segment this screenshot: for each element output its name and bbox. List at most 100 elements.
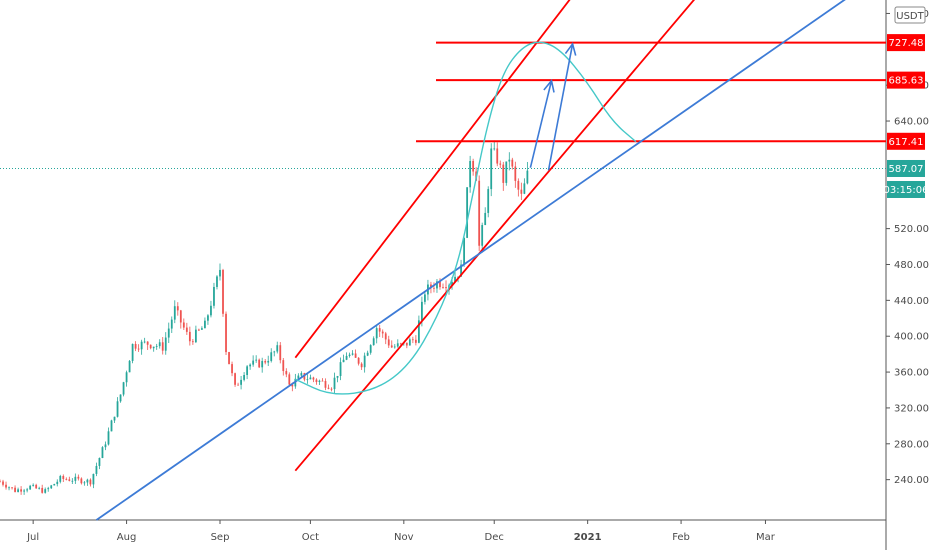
candle-body [0, 481, 1, 483]
candle-body [472, 161, 475, 172]
candle-body [77, 476, 80, 479]
candle-body [167, 328, 170, 338]
candle-body [396, 343, 399, 347]
x-tick-label: Oct [302, 532, 319, 543]
candle-body [499, 163, 502, 165]
candle-body [511, 159, 514, 167]
candle-body [131, 343, 134, 361]
candle-body [514, 166, 517, 181]
level-tag-685.63-label: 685.63 [889, 76, 924, 87]
arrow-head-1 [543, 78, 555, 93]
candle-body [408, 339, 411, 346]
candle-body [204, 320, 206, 329]
projection-arrow-2 [547, 43, 574, 171]
candle-body [53, 484, 56, 486]
candle-body [32, 484, 35, 486]
candle-body [158, 342, 161, 347]
candle-body [176, 306, 179, 311]
candle-body [134, 343, 137, 349]
candle-body [484, 212, 487, 226]
candle-body [14, 487, 16, 492]
x-tick-label: 2021 [574, 532, 602, 543]
candle-body [237, 384, 239, 386]
candle-body [8, 487, 10, 489]
candle-body [315, 379, 318, 382]
arrow-head-2 [564, 42, 577, 56]
x-tick-label: Dec [485, 532, 504, 543]
candle-body [149, 344, 152, 349]
candle-body [309, 377, 312, 380]
candle-body [188, 331, 191, 342]
candle-body [451, 282, 453, 286]
candle-body [282, 360, 285, 372]
candle-body [357, 357, 360, 364]
price-series [0, 140, 529, 495]
drawings [0, 0, 886, 521]
projection-arc [295, 41, 637, 395]
candle-body [71, 480, 74, 482]
candle-body [478, 180, 481, 246]
candle-body [50, 485, 53, 489]
candle-body [125, 372, 128, 383]
candle-body [56, 481, 59, 485]
candle-body [29, 485, 32, 490]
channel-upper [294, 0, 571, 359]
candle-body [324, 380, 327, 388]
candle-body [155, 346, 158, 347]
candle-body [393, 346, 396, 348]
y-tick-label: 520.00 [894, 224, 929, 235]
candle-body [92, 473, 95, 485]
candle-body [240, 379, 242, 385]
candle-body [164, 337, 167, 351]
candle-body [460, 264, 462, 277]
candle-body [128, 360, 131, 373]
x-axis[interactable]: Jul Aug Sep Oct Nov Dec 2021 Feb Mar [26, 520, 776, 543]
price-tags: 727.48 685.63 617.41 587.07 03:15:06 [884, 34, 928, 198]
candle-body [439, 281, 441, 288]
current-price-tag-bg [887, 159, 925, 177]
candle-body [86, 479, 89, 483]
x-tick-label: Feb [672, 532, 690, 543]
y-tick-label: 480.00 [894, 260, 929, 271]
candle-body [161, 342, 164, 351]
candle-body [140, 341, 143, 350]
candle-body [270, 352, 273, 361]
candle-body [487, 189, 490, 213]
candle-body [207, 315, 209, 321]
candle-body [300, 373, 303, 376]
candle-body [285, 371, 288, 375]
candle-body [44, 489, 47, 493]
candle-body [454, 276, 456, 283]
x-tick-label: Jul [26, 532, 39, 543]
level-tag-727.48-label: 727.48 [889, 38, 924, 49]
candle-body [243, 374, 246, 380]
candle-body [26, 489, 29, 491]
candle-body [445, 287, 447, 289]
candle-body [107, 431, 110, 445]
candle-body [228, 352, 230, 365]
candle-body [173, 306, 176, 320]
candle-body [378, 328, 381, 332]
x-tick-label: Aug [117, 532, 137, 543]
candle-body [116, 401, 119, 417]
y-tick-label: 240.00 [894, 475, 929, 486]
candle-body [336, 375, 339, 378]
candle-body [267, 360, 270, 363]
candle-body [23, 490, 26, 492]
candle-body [466, 187, 469, 238]
candle-body [433, 287, 435, 289]
candle-body [327, 387, 330, 389]
candle-body [369, 345, 372, 353]
candle-body [98, 457, 101, 466]
candle-body [442, 287, 444, 288]
candle-body [104, 444, 107, 448]
candle-body [375, 328, 378, 339]
candle-body [255, 359, 258, 361]
candle-body [2, 481, 4, 485]
y-tick-label: 400.00 [894, 332, 929, 343]
candle-body [11, 487, 13, 489]
candle-body [421, 301, 423, 321]
candle-body [273, 351, 276, 353]
